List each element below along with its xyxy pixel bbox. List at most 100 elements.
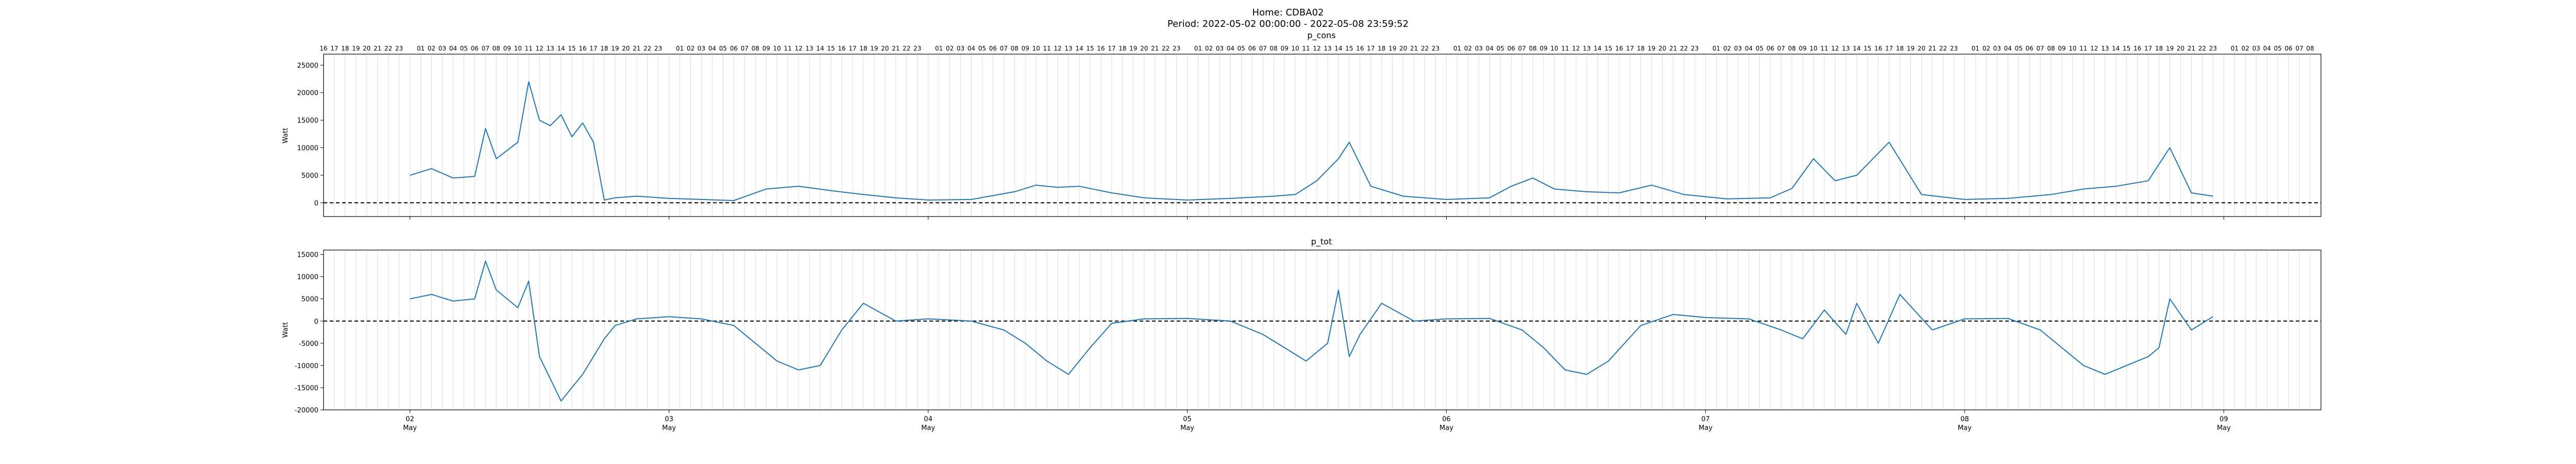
panel-title-p-tot: p_tot <box>1311 237 1332 247</box>
hour-label: 21 <box>1410 45 1418 52</box>
series-line-p-cons <box>410 81 2213 201</box>
hour-label: 18 <box>1378 45 1385 52</box>
hour-label: 15 <box>568 45 575 52</box>
hour-label: 11 <box>525 45 533 52</box>
hour-label: 17 <box>1108 45 1115 52</box>
date-tick-day: 05 <box>1183 416 1192 423</box>
hour-label: 04 <box>708 45 716 52</box>
y-tick-label: 5000 <box>301 172 318 180</box>
hour-label: 08 <box>1270 45 1278 52</box>
hour-label: 20 <box>1140 45 1148 52</box>
hour-label: 03 <box>438 45 446 52</box>
hour-label: 01 <box>1194 45 1202 52</box>
hour-label: 22 <box>1421 45 1429 52</box>
hour-label: 10 <box>1291 45 1299 52</box>
hour-label: 04 <box>1486 45 1494 52</box>
y-tick-label: -10000 <box>295 362 318 370</box>
hour-label: 19 <box>1129 45 1137 52</box>
hour-label: 15 <box>1863 45 1871 52</box>
y-tick-label: 20000 <box>297 90 318 97</box>
hour-label: 02 <box>428 45 435 52</box>
hour-label: 19 <box>352 45 360 52</box>
hour-label: 11 <box>784 45 791 52</box>
hour-label: 11 <box>1820 45 1828 52</box>
hour-label: 09 <box>2058 45 2065 52</box>
hour-label: 07 <box>1777 45 1785 52</box>
hour-label: 15 <box>1086 45 1094 52</box>
hour-label: 20 <box>1399 45 1407 52</box>
hour-label: 17 <box>1367 45 1375 52</box>
date-tick-month: May <box>921 424 935 432</box>
hour-label: 13 <box>1583 45 1590 52</box>
hour-label: 22 <box>384 45 392 52</box>
hour-label: 18 <box>859 45 867 52</box>
panel-p-tot: p_tot -20000 -15000 -10000 -5000 0 5000 10000 1… <box>282 237 2321 415</box>
hour-label: 14 <box>1853 45 1860 52</box>
hour-label: 03 <box>2252 45 2260 52</box>
hour-label: 05 <box>2274 45 2282 52</box>
hour-label: 01 <box>2231 45 2239 52</box>
hour-label: 01 <box>1453 45 1461 52</box>
hour-label: 10 <box>1550 45 1558 52</box>
date-tick-day: 02 <box>405 416 414 423</box>
y-tick-label: 0 <box>314 318 318 326</box>
hour-label: 11 <box>1561 45 1569 52</box>
hour-label: 09 <box>503 45 511 52</box>
date-tick-month: May <box>403 424 417 432</box>
hour-label: 06 <box>1767 45 1774 52</box>
hour-label: 02 <box>687 45 694 52</box>
hour-label: 07 <box>1518 45 1526 52</box>
hour-label: 13 <box>805 45 813 52</box>
hour-label: 18 <box>1637 45 1645 52</box>
hour-label: 05 <box>978 45 986 52</box>
hour-label: 21 <box>1928 45 1936 52</box>
hour-label: 22 <box>1939 45 1947 52</box>
date-tick-day: 04 <box>924 416 933 423</box>
hour-label: 07 <box>1000 45 1008 52</box>
hour-label: 10 <box>1032 45 1040 52</box>
y-tick-label: 10000 <box>297 274 318 281</box>
hour-label: 20 <box>881 45 889 52</box>
hour-label: 17 <box>1626 45 1634 52</box>
hour-label: 18 <box>1118 45 1126 52</box>
hour-label: 06 <box>989 45 997 52</box>
hour-label: 20 <box>622 45 630 52</box>
hour-label: 23 <box>1173 45 1180 52</box>
hour-label: 09 <box>762 45 770 52</box>
hour-label: 01 <box>417 45 425 52</box>
hour-label: 06 <box>2026 45 2033 52</box>
hour-label: 12 <box>1054 45 1061 52</box>
hour-label: 02 <box>1205 45 1213 52</box>
hour-label: 20 <box>1918 45 1925 52</box>
hour-label: 19 <box>870 45 878 52</box>
hour-label: 20 <box>363 45 370 52</box>
hour-label: 06 <box>1248 45 1256 52</box>
date-tick-day: 03 <box>665 416 673 423</box>
date-tick-day: 06 <box>1442 416 1451 423</box>
figure-title-period: Period: 2022-05-02 00:00:00 - 2022-05-08… <box>1167 19 1409 29</box>
hour-label: 05 <box>1238 45 1245 52</box>
hour-label: 21 <box>374 45 381 52</box>
hour-label: 12 <box>794 45 802 52</box>
hour-labels-top: 16 17 18 19 20 21 22 23 01 02 03 04 05 06 07 08 09 10 11 12… <box>319 45 2314 52</box>
hour-label: 07 <box>482 45 489 52</box>
hour-label: 05 <box>2015 45 2023 52</box>
hour-label: 12 <box>1572 45 1580 52</box>
panel-title-p-cons: p_cons <box>1307 30 1335 41</box>
hour-label: 19 <box>1907 45 1914 52</box>
hour-label: 21 <box>633 45 640 52</box>
hour-label: 20 <box>1658 45 1666 52</box>
hour-label: 16 <box>1097 45 1105 52</box>
hour-label: 02 <box>946 45 954 52</box>
hour-label: 14 <box>1334 45 1342 52</box>
hour-label: 22 <box>1162 45 1170 52</box>
hour-label: 02 <box>1982 45 1990 52</box>
hour-label: 22 <box>903 45 910 52</box>
date-tick-month: May <box>662 424 676 432</box>
hour-label: 18 <box>341 45 349 52</box>
hour-label: 13 <box>2101 45 2109 52</box>
hour-label: 03 <box>1734 45 1742 52</box>
hour-label: 06 <box>730 45 738 52</box>
hour-label: 16 <box>579 45 586 52</box>
